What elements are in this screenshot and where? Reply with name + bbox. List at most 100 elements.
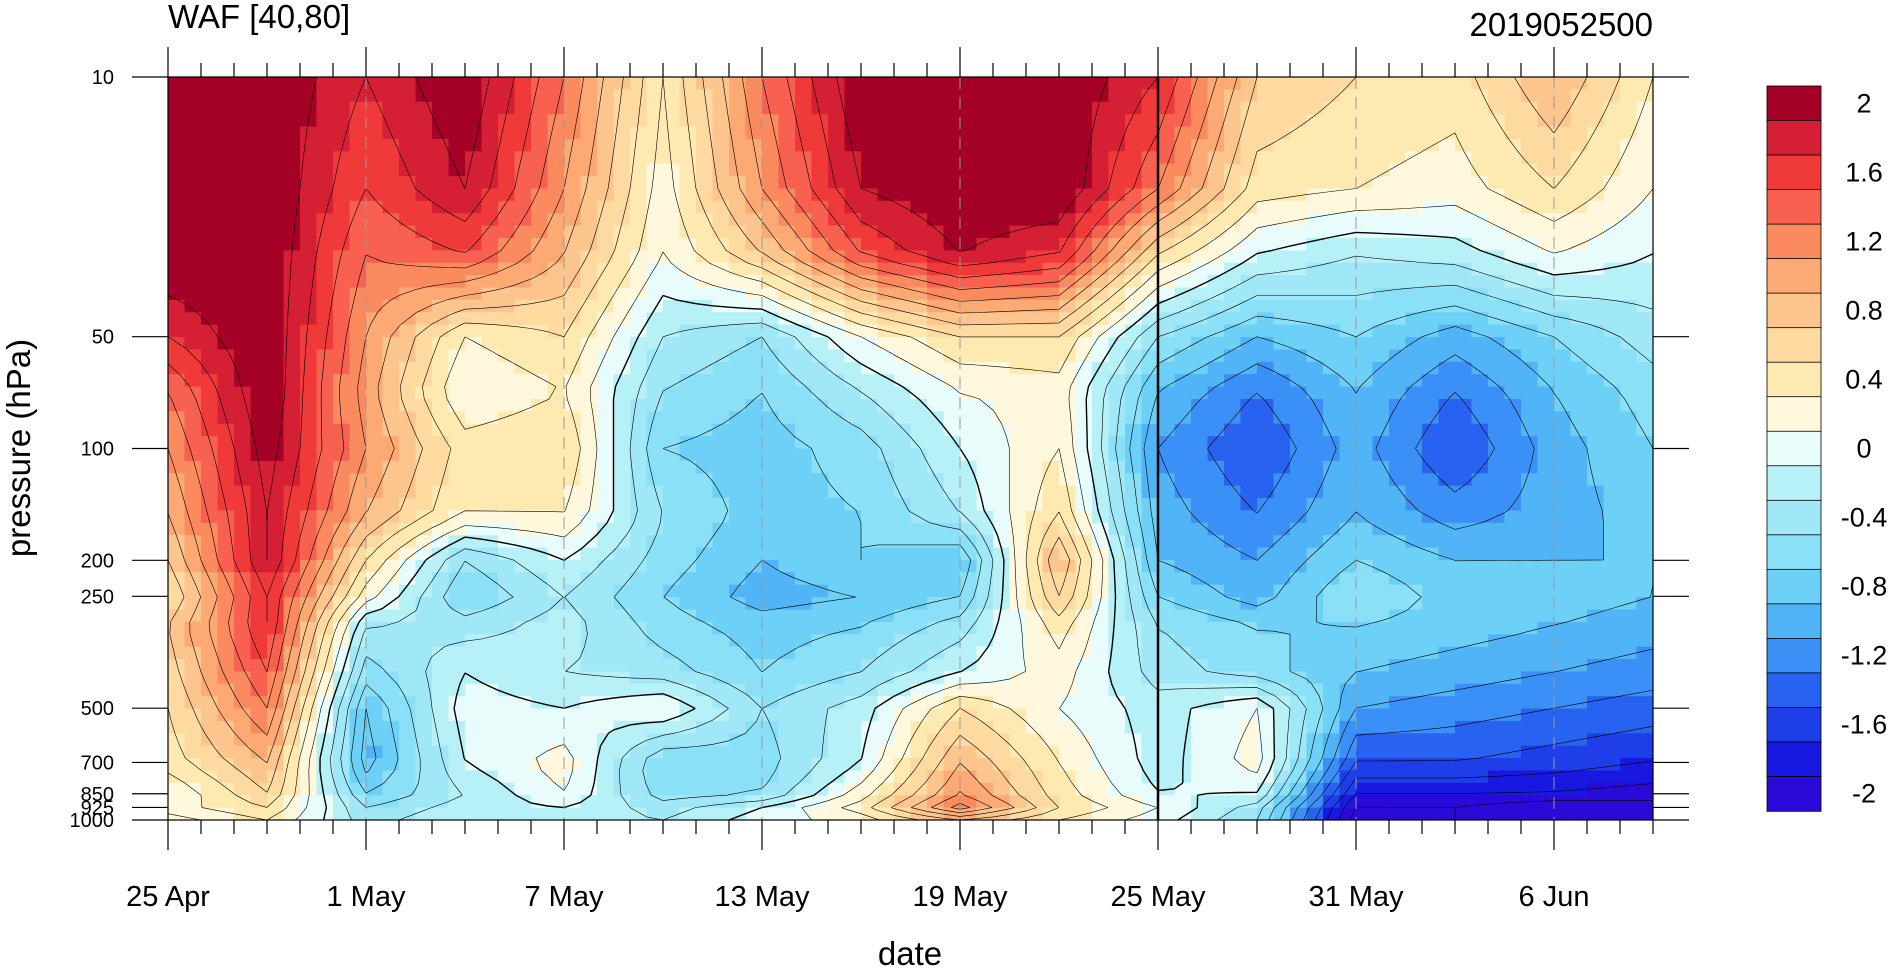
heat-cell — [564, 597, 582, 611]
heat-cell — [811, 398, 829, 412]
heat-cell — [1174, 126, 1192, 140]
heat-cell — [762, 720, 780, 734]
heat-cell — [1422, 745, 1440, 759]
heat-cell — [1372, 200, 1390, 214]
heat-cell — [580, 200, 598, 214]
heat-cell — [382, 176, 400, 190]
heat-cell — [1059, 188, 1077, 202]
heat-cell — [1174, 188, 1192, 202]
heat-cell — [1042, 349, 1060, 363]
heat-cell — [547, 337, 565, 351]
heat-cell — [399, 448, 417, 462]
heat-cell — [1389, 733, 1407, 747]
heat-cell — [679, 275, 697, 289]
heat-cell — [564, 89, 582, 103]
heat-cell — [960, 559, 978, 573]
heat-cell — [1603, 225, 1621, 239]
heat-cell — [927, 398, 945, 412]
heat-cell — [184, 448, 202, 462]
heat-cell — [1273, 312, 1291, 326]
heat-cell — [168, 114, 186, 128]
heat-cell — [630, 597, 648, 611]
heat-cell — [217, 720, 235, 734]
heat-cell — [1141, 225, 1159, 239]
heat-cell — [778, 77, 796, 90]
heat-cell — [448, 559, 466, 573]
heat-cell — [1422, 547, 1440, 561]
heat-cell — [1290, 225, 1308, 239]
heat-cell — [613, 473, 631, 487]
heat-cell — [1488, 733, 1506, 747]
heat-cell — [217, 225, 235, 239]
heat-cell — [679, 696, 697, 710]
heat-cell — [745, 262, 763, 276]
heat-cell — [498, 374, 516, 388]
heat-cell — [762, 262, 780, 276]
heat-cell — [1339, 374, 1357, 388]
heat-cell — [1438, 361, 1456, 375]
heat-cell — [1240, 114, 1258, 128]
heat-cell — [382, 733, 400, 747]
heat-cell — [399, 324, 417, 338]
heat-cell — [1405, 386, 1423, 400]
heat-cell — [1092, 225, 1110, 239]
heat-cell — [1438, 498, 1456, 512]
heat-cell — [498, 77, 516, 90]
heat-cell — [382, 485, 400, 499]
heat-cell — [795, 361, 813, 375]
heat-cell — [465, 213, 483, 227]
heat-cell — [481, 733, 499, 747]
heat-cell — [729, 237, 747, 251]
heat-cell — [844, 659, 862, 672]
heat-cell — [729, 559, 747, 573]
heat-cell — [894, 597, 912, 611]
heat-cell — [844, 720, 862, 734]
heat-cell — [1273, 745, 1291, 759]
heat-cell — [1438, 213, 1456, 227]
heat-cell — [432, 77, 450, 90]
heat-cell — [811, 498, 829, 512]
heat-cell — [300, 398, 318, 412]
heat-cell — [432, 299, 450, 313]
heat-cell — [861, 77, 879, 90]
heat-cell — [844, 101, 862, 115]
heat-cell — [267, 473, 285, 487]
heat-cell — [234, 349, 252, 363]
heat-cell — [927, 138, 945, 152]
heat-cell — [1438, 547, 1456, 561]
heat-cell — [1603, 374, 1621, 388]
heat-cell — [1092, 559, 1110, 573]
heat-cell — [613, 151, 631, 165]
heat-cell — [1521, 733, 1539, 747]
heat-cell — [1389, 460, 1407, 474]
heat-cell — [1356, 720, 1374, 734]
heat-cell — [1158, 683, 1176, 697]
heat-cell — [1488, 745, 1506, 759]
heat-cell — [1488, 337, 1506, 351]
heat-cell — [613, 237, 631, 251]
heat-cell — [927, 597, 945, 611]
heat-cell — [1174, 448, 1192, 462]
heat-cell — [1257, 188, 1275, 202]
heat-cell — [300, 547, 318, 561]
heat-cell — [1537, 448, 1555, 462]
heat-cell — [580, 609, 598, 623]
heat-cell — [1042, 597, 1060, 611]
heat-cell — [1273, 559, 1291, 573]
heat-cell — [1356, 683, 1374, 697]
heat-cell — [976, 597, 994, 611]
heat-cell — [976, 436, 994, 450]
heat-cell — [1537, 696, 1555, 710]
heat-cell — [1306, 696, 1324, 710]
heat-cell — [267, 634, 285, 648]
heat-cell — [1125, 361, 1143, 375]
heat-cell — [894, 151, 912, 165]
heat-cell — [696, 225, 714, 239]
heat-cell — [1620, 659, 1638, 672]
heat-cell — [844, 498, 862, 512]
heat-cell — [696, 659, 714, 672]
heat-cell — [1125, 498, 1143, 512]
heat-cell — [993, 460, 1011, 474]
heat-cell — [514, 213, 532, 227]
heat-cell — [729, 151, 747, 165]
